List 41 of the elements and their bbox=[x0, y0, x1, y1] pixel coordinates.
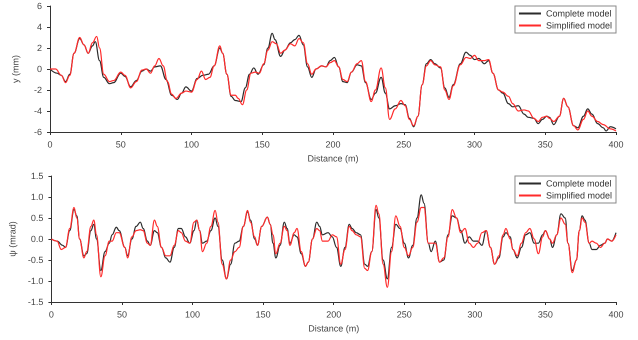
x-axis-title: Distance (m) bbox=[308, 324, 360, 334]
y-tick-label: 1.5 bbox=[30, 171, 44, 181]
x-tick-label: 300 bbox=[466, 140, 482, 150]
x-tick-label: 400 bbox=[608, 310, 624, 320]
y-tick-label: 2 bbox=[36, 43, 42, 53]
x-tick-label: 150 bbox=[256, 310, 271, 320]
y-tick-label: 0.0 bbox=[30, 234, 44, 244]
y-axis-title: ψ (mrad) bbox=[8, 221, 18, 257]
x-tick-label: 0 bbox=[48, 310, 54, 320]
x-tick-label: 200 bbox=[326, 310, 342, 320]
x-axis-title: Distance (m) bbox=[307, 154, 359, 164]
x-tick-label: 250 bbox=[396, 310, 412, 320]
y-tick-label: -0.5 bbox=[28, 255, 44, 265]
x-tick-label: 200 bbox=[325, 140, 341, 150]
legend-label: Simplified model bbox=[546, 190, 612, 200]
x-tick-label: 350 bbox=[538, 140, 553, 150]
x-tick-label: 400 bbox=[608, 140, 624, 150]
y-tick-label: 0.5 bbox=[30, 213, 44, 223]
line-series bbox=[50, 204, 617, 288]
x-tick-label: 50 bbox=[116, 310, 127, 320]
x-tick-label: 50 bbox=[116, 140, 126, 150]
y-tick-label: 0 bbox=[36, 64, 42, 74]
y-tick-label: -4 bbox=[34, 106, 42, 116]
legend-label: Simplified model bbox=[546, 20, 612, 30]
x-tick-label: 350 bbox=[538, 310, 553, 320]
x-tick-label: 100 bbox=[185, 310, 200, 320]
legend-label: Complete model bbox=[546, 178, 612, 188]
y-tick-label: -1.0 bbox=[28, 276, 44, 286]
x-tick-label: 250 bbox=[396, 140, 412, 150]
y-tick-label: 1.0 bbox=[30, 192, 44, 202]
y-tick-label: -2 bbox=[34, 85, 42, 95]
y-tick-label: 6 bbox=[36, 1, 42, 11]
x-tick-label: 100 bbox=[184, 140, 200, 150]
x-tick-label: 150 bbox=[254, 140, 270, 150]
y-tick-label: 4 bbox=[36, 22, 42, 32]
y-tick-label: -6 bbox=[34, 127, 42, 137]
x-tick-label: 300 bbox=[467, 310, 482, 320]
y-axis-title: y (mm) bbox=[10, 55, 20, 83]
y-tick-label: -1.5 bbox=[28, 297, 44, 307]
x-tick-label: 0 bbox=[47, 140, 53, 150]
legend-label: Complete model bbox=[546, 8, 612, 18]
